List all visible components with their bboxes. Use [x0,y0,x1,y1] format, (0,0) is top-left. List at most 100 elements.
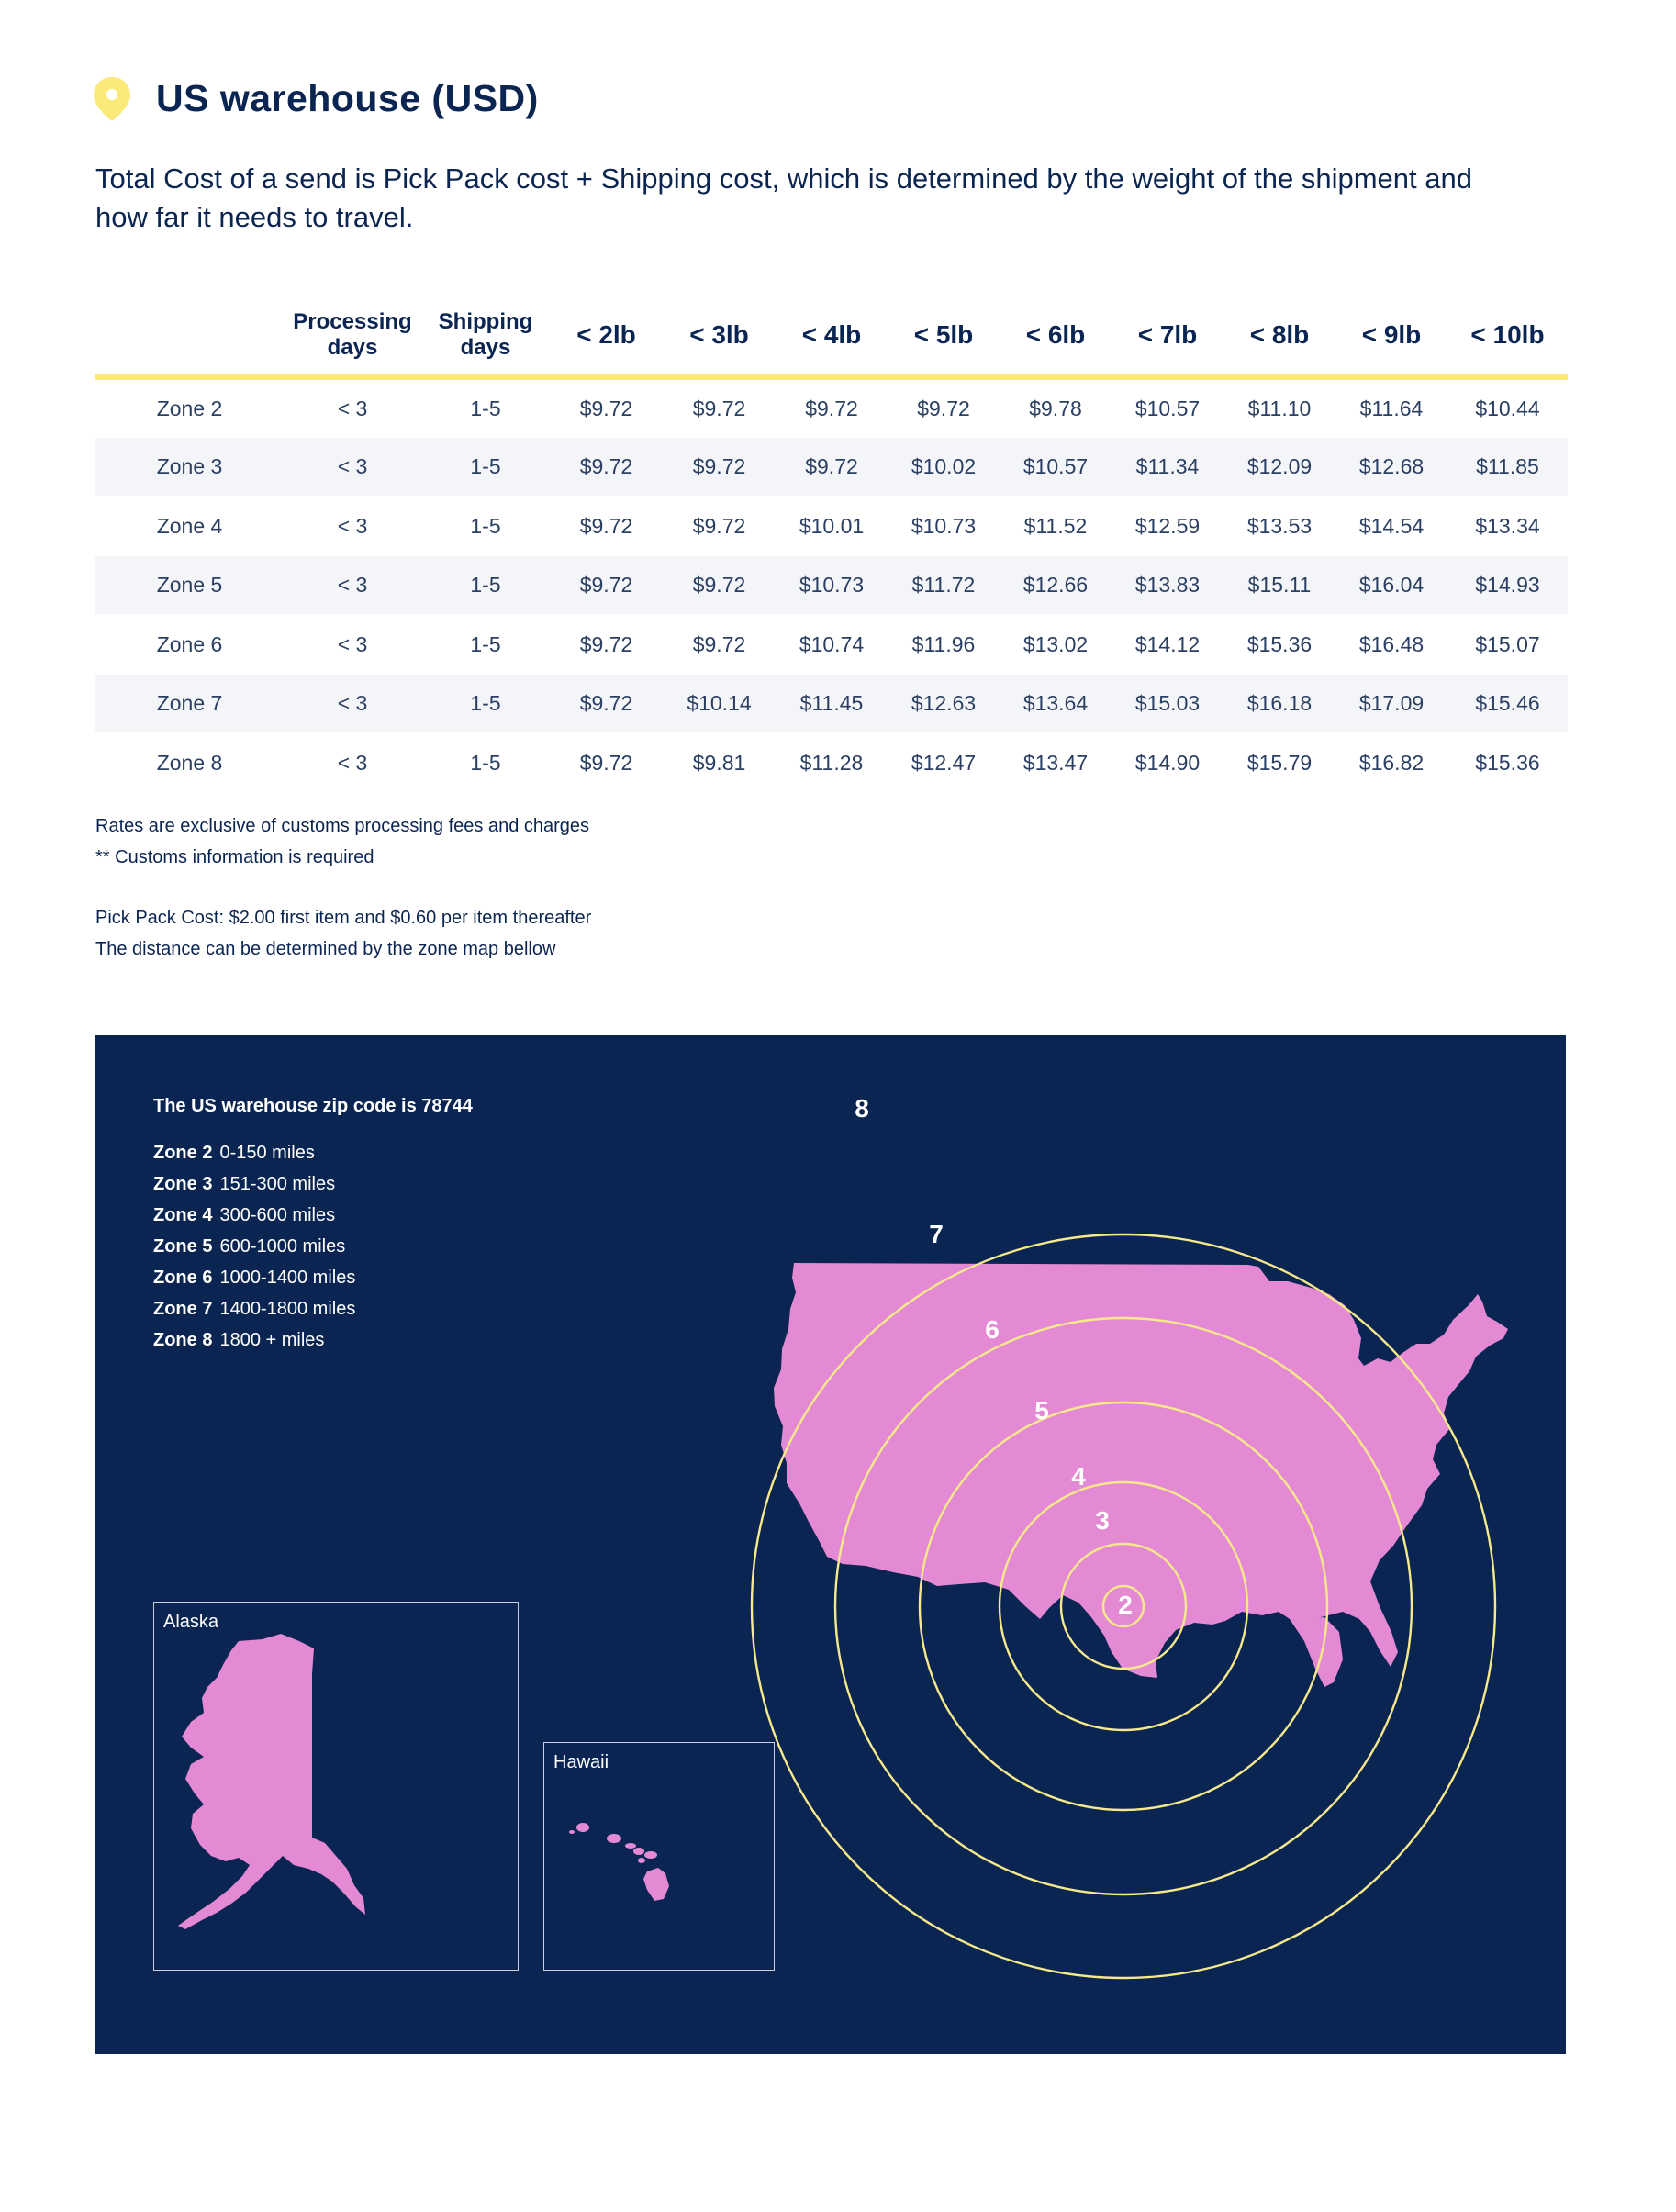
legend-zone-name: Zone 8 [153,1330,213,1350]
price-cell: $15.46 [1475,691,1540,715]
price-cell: $10.02 [911,454,977,478]
header-weight: < 4lb [776,296,888,380]
legend-zone-range: 0-150 miles [219,1143,315,1163]
header-zone [95,296,284,380]
ring-zone-3 [1059,1542,1188,1670]
price-cell: $9.72 [692,631,746,656]
price-cell: $11.72 [911,573,976,597]
legend-row: Zone 2 0-150 miles [153,1137,473,1168]
hawaii-inset: Hawaii [543,1742,775,1971]
zone-legend: The US warehouse zip code is 78744 Zone … [153,1096,473,1356]
legend-zone-range: 1000-1400 miles [219,1268,356,1288]
processing-days-cell: < 3 [337,750,368,775]
price-cell: $10.74 [799,631,865,656]
ring-label-zone-8: 8 [855,1094,869,1123]
legend-zone-name: Zone 3 [153,1174,213,1194]
ring-label-zone-6: 6 [985,1315,1000,1344]
header-shipping-days: Shipping days [421,296,550,380]
legend-zone-name: Zone 6 [153,1268,213,1288]
price-cell: $9.72 [692,573,746,597]
price-cell: $9.72 [579,691,633,715]
shipping-days-cell: 1-5 [470,691,501,715]
price-cell: $15.07 [1475,631,1540,656]
legend-zone-range: 151-300 miles [219,1174,336,1194]
price-cell: $15.36 [1246,631,1313,656]
legend-zone-name: Zone 2 [153,1143,213,1163]
price-cell: $16.18 [1246,691,1313,715]
price-cell: $16.82 [1358,750,1425,775]
page-title: US warehouse (USD) [156,77,539,119]
legend-row: Zone 8 1800 + miles [153,1324,473,1356]
shipping-days-cell: 1-5 [470,397,501,420]
table-row: Zone 7 < 3 1-5 $9.72 $10.14 $11.45 $12.63 $13.6… [95,675,1568,732]
ring-label-zone-5: 5 [1034,1396,1049,1424]
price-cell: $11.10 [1247,397,1312,420]
legend-zone-range: 1800 + miles [219,1330,325,1350]
hawaii-shape [569,1823,669,1901]
price-cell: $14.12 [1134,631,1201,656]
legend-row: Zone 5 600-1000 miles [153,1231,473,1262]
price-cell: $13.47 [1022,750,1089,775]
price-cell: $12.68 [1358,454,1425,478]
price-cell: $11.96 [911,631,976,656]
table-row: Zone 3 < 3 1-5 $9.72 $9.72 $9.72 $10.02 $10.57 $… [95,438,1568,496]
price-cell: $10.73 [799,573,865,597]
price-cell: $10.57 [1134,397,1201,420]
legend-zone-name: Zone 5 [153,1236,213,1257]
price-cell: $9.72 [805,454,858,478]
price-cell: $11.45 [799,691,864,715]
table-row: Zone 2 < 3 1-5 $9.72 $9.72 $9.72 $9.72 $9.78 $10… [95,377,1568,438]
header-weight: < 3lb [663,296,776,380]
legend-row: Zone 7 1400-1800 miles [153,1293,473,1324]
price-cell: $9.72 [805,397,858,420]
intro-text: Total Cost of a send is Pick Pack cost +… [95,162,1472,233]
price-cell: $10.14 [687,691,752,715]
price-cell: $14.93 [1475,573,1540,597]
alaska-inset: Alaska [153,1602,519,1971]
header-weight: < 10lb [1447,296,1568,380]
ring-label-zone-3: 3 [1095,1506,1110,1535]
ring-zone-5 [918,1401,1329,1812]
legend-zone-name: Zone 7 [153,1299,213,1319]
price-cell: $16.04 [1358,573,1425,597]
price-cell: $11.28 [799,750,864,775]
ring-label-zone-7: 7 [929,1220,944,1248]
price-cell: $15.36 [1475,750,1540,775]
ring-zone-6 [833,1316,1413,1896]
zone-cell: Zone 4 [156,513,223,538]
header-weight: < 9lb [1335,296,1447,380]
table-row: Zone 5 < 3 1-5 $9.72 $9.72 $10.73 $11.72 $12.66… [95,556,1568,614]
price-cell: $10.73 [911,513,977,538]
legend-zone-range: 1400-1800 miles [219,1299,356,1319]
ring-zone-7 [750,1233,1497,1980]
ring-zone-2 [1101,1584,1145,1628]
note-distance: The distance can be determined by the zo… [95,939,556,959]
price-cell: $10.44 [1475,397,1540,420]
price-cell: $9.72 [692,454,746,478]
shipping-days-cell: 1-5 [470,631,501,656]
legend-row: Zone 4 300-600 miles [153,1200,473,1231]
zone-cell: Zone 8 [156,750,223,775]
price-cell: $14.90 [1134,750,1201,775]
zone-cell: Zone 7 [156,691,223,715]
ring-label-zone-4: 4 [1071,1462,1086,1491]
note-pick-pack: Pick Pack Cost: $2.00 first item and $0.… [95,908,592,928]
location-pin-icon [94,77,130,121]
price-cell: $17.09 [1358,691,1425,715]
shipping-days-cell: 1-5 [470,573,501,597]
processing-days-cell: < 3 [337,397,368,420]
price-cell: $9.81 [692,750,746,775]
processing-days-cell: < 3 [337,573,368,597]
price-cell: $13.34 [1475,513,1540,538]
processing-days-cell: < 3 [337,691,368,715]
legend-zone-name: Zone 4 [153,1205,213,1225]
zone-cell: Zone 5 [156,573,223,597]
shipping-days-cell: 1-5 [470,513,501,538]
price-cell: $12.63 [911,691,977,715]
zone-cell: Zone 3 [156,454,223,478]
legend-zone-range: 600-1000 miles [219,1236,346,1257]
processing-days-cell: < 3 [337,454,368,478]
zone-map: 2 3 4 5 6 7 8 The US warehouse zip code … [95,1035,1566,2054]
header-processing-days: Processing days [284,296,421,380]
price-cell: $12.66 [1022,573,1089,597]
